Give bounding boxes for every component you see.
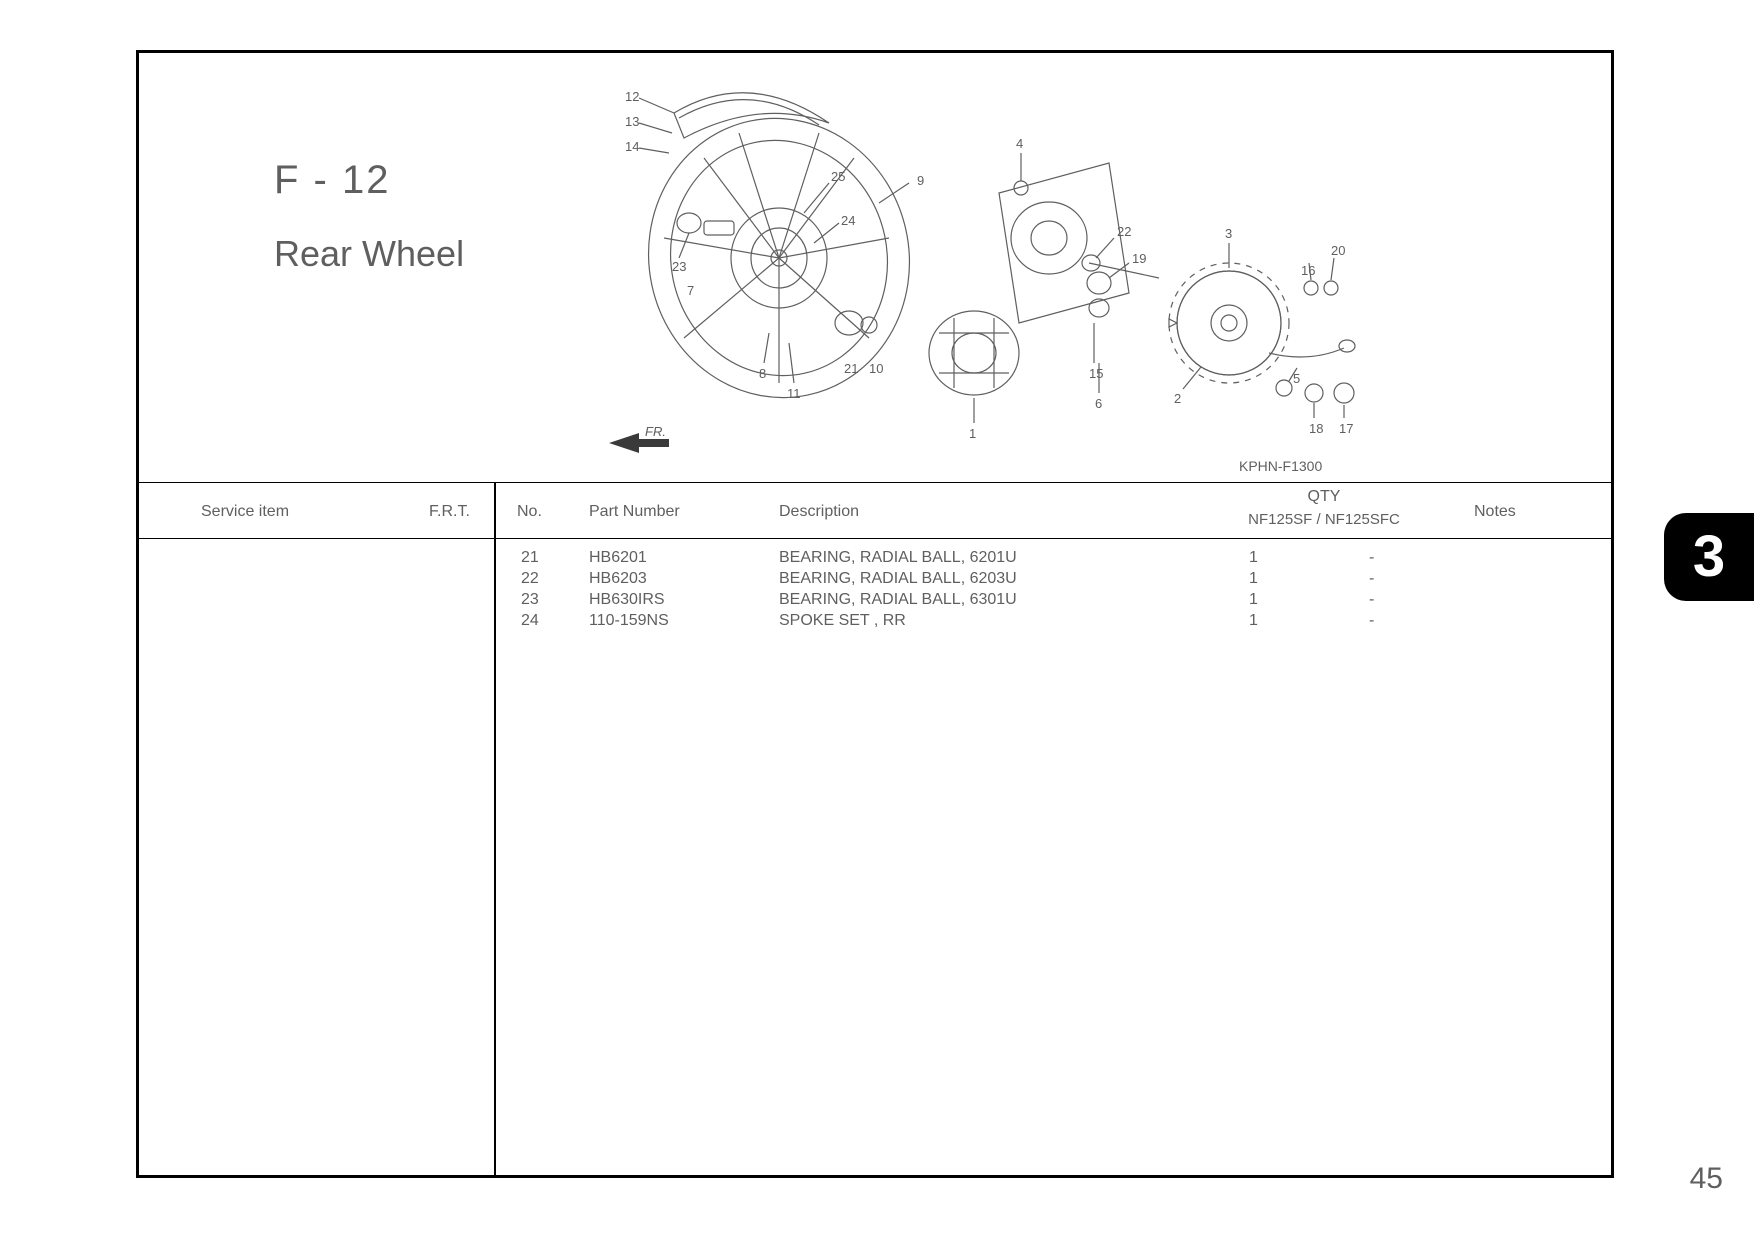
svg-text:20: 20 (1331, 243, 1345, 258)
svg-text:7: 7 (687, 283, 694, 298)
cell-part-number: HB6201 (589, 549, 647, 567)
table-header-row: Service item F.R.T. No. Part Number Desc… (139, 483, 1611, 539)
cell-qty2: - (1369, 612, 1374, 630)
svg-text:8: 8 (759, 366, 766, 381)
svg-text:9: 9 (917, 173, 924, 188)
svg-text:2: 2 (1174, 391, 1181, 406)
svg-text:14: 14 (625, 139, 639, 154)
table-row: 23 HB630IRS BEARING, RADIAL BALL, 6301U 1 - (139, 591, 1611, 612)
header-description: Description (779, 503, 859, 521)
svg-text:16: 16 (1301, 263, 1315, 278)
svg-text:1: 1 (969, 426, 976, 441)
cell-qty2: - (1369, 570, 1374, 588)
svg-text:22: 22 (1117, 224, 1131, 239)
svg-text:10: 10 (869, 361, 883, 376)
cell-description: BEARING, RADIAL BALL, 6301U (779, 591, 1017, 609)
table-row: 22 HB6203 BEARING, RADIAL BALL, 6203U 1 - (139, 570, 1611, 591)
header-qty: QTY (1224, 488, 1424, 506)
cell-no: 21 (521, 549, 539, 567)
cell-qty1: 1 (1249, 549, 1258, 567)
header-no: No. (517, 503, 542, 521)
header-notes: Notes (1474, 503, 1516, 521)
table-body: 21 HB6201 BEARING, RADIAL BALL, 6201U 1 - 22 H… (139, 549, 1611, 633)
section-tab: 3 (1664, 513, 1754, 601)
cell-part-number: HB6203 (589, 570, 647, 588)
svg-text:6: 6 (1095, 396, 1102, 411)
cell-part-number: 110-159NS (589, 612, 669, 630)
svg-text:17: 17 (1339, 421, 1353, 436)
cell-part-number: HB630IRS (589, 591, 665, 609)
svg-text:15: 15 (1089, 366, 1103, 381)
header-frt: F.R.T. (429, 503, 470, 521)
page-frame: F - 12 Rear Wheel (136, 50, 1614, 1178)
svg-text:23: 23 (672, 259, 686, 274)
section-code: F - 12 (274, 158, 390, 203)
table-row: 21 HB6201 BEARING, RADIAL BALL, 6201U 1 - (139, 549, 1611, 570)
cell-no: 23 (521, 591, 539, 609)
cell-description: BEARING, RADIAL BALL, 6203U (779, 570, 1017, 588)
cell-qty1: 1 (1249, 612, 1258, 630)
svg-text:24: 24 (841, 213, 855, 228)
cell-no: 22 (521, 570, 539, 588)
cell-qty1: 1 (1249, 591, 1258, 609)
cell-description: SPOKE SET , RR (779, 612, 906, 630)
parts-table: Service item F.R.T. No. Part Number Desc… (139, 483, 1611, 1175)
svg-text:3: 3 (1225, 226, 1232, 241)
svg-text:13: 13 (625, 114, 639, 129)
diagram-code: KPHN-F1300 (1239, 458, 1322, 474)
header-qty-models: NF125SF / NF125SFC (1194, 511, 1454, 528)
cell-description: BEARING, RADIAL BALL, 6201U (779, 549, 1017, 567)
svg-text:21: 21 (844, 361, 858, 376)
svg-text:5: 5 (1293, 371, 1300, 386)
front-label: FR. (645, 424, 666, 439)
svg-text:12: 12 (625, 89, 639, 104)
section-title: Rear Wheel (274, 233, 464, 275)
svg-text:19: 19 (1132, 251, 1146, 266)
svg-text:18: 18 (1309, 421, 1323, 436)
cell-no: 24 (521, 612, 539, 630)
page-number: 45 (1690, 1162, 1723, 1196)
svg-text:4: 4 (1016, 136, 1023, 151)
cell-qty2: - (1369, 549, 1374, 567)
table-row: 24 110-159NS SPOKE SET , RR 1 - (139, 612, 1611, 633)
header-part-number: Part Number (589, 503, 680, 521)
header-service-item: Service item (201, 503, 289, 521)
exploded-diagram: FR. 12 13 14 25 24 9 23 7 8 11 21 10 1 4… (569, 63, 1529, 473)
cell-qty2: - (1369, 591, 1374, 609)
diagram-area: F - 12 Rear Wheel (139, 53, 1611, 483)
svg-text:25: 25 (831, 169, 845, 184)
cell-qty1: 1 (1249, 570, 1258, 588)
svg-text:11: 11 (787, 386, 801, 401)
